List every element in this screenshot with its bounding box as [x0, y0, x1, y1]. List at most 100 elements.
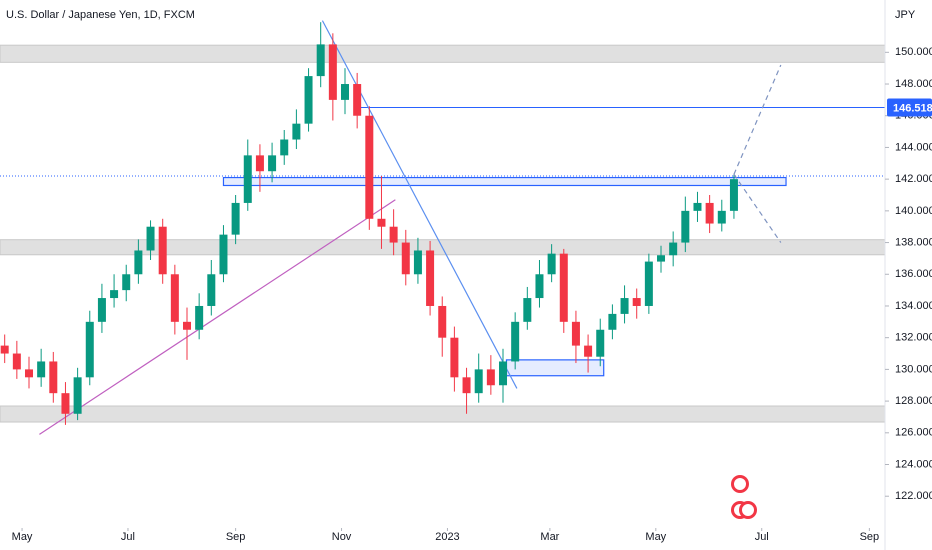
candle-body: [535, 274, 544, 299]
range-box: [505, 359, 605, 377]
projection: [733, 174, 782, 243]
candle-body: [729, 179, 738, 211]
candle-body: [462, 377, 471, 394]
y-tick-label: 128.000: [895, 395, 932, 407]
candle-body: [486, 369, 495, 386]
support-zone: [0, 405, 886, 423]
plot-area: [0, 20, 886, 435]
y-tick-label: 134.000: [895, 300, 932, 312]
candle-body: [328, 44, 337, 100]
candle-body: [110, 290, 119, 299]
candle-body: [401, 242, 410, 275]
candle-body: [304, 76, 313, 124]
event-icon: [742, 504, 754, 516]
candle-body: [255, 155, 264, 172]
candle-body: [511, 321, 520, 362]
candle-body: [426, 250, 435, 306]
candle-body: [559, 253, 568, 322]
candle-body: [243, 155, 252, 203]
candle-body: [353, 84, 362, 116]
candle-body: [365, 115, 374, 219]
candle-body: [681, 210, 690, 243]
x-tick-label: Sep: [226, 531, 246, 543]
candle-body: [97, 298, 106, 322]
y-tick-label: 122.000: [895, 490, 932, 502]
candle-body: [61, 393, 70, 414]
candle-body: [0, 345, 9, 354]
candle-body: [12, 353, 21, 370]
y-tick-label: 138.000: [895, 236, 932, 248]
candle-body: [134, 250, 143, 275]
candle-body: [632, 298, 641, 306]
x-tick-label: Nov: [332, 531, 352, 543]
y-tick-label: 150.000: [895, 46, 932, 58]
candle-body: [717, 210, 726, 224]
candle-body: [438, 305, 447, 338]
candle-body: [474, 369, 483, 394]
candle-body: [37, 361, 46, 378]
price-tag: [887, 98, 932, 117]
candle-body: [644, 261, 653, 306]
candle-body: [608, 313, 617, 330]
candle-body: [657, 255, 666, 262]
y-tick-label: 126.000: [895, 427, 932, 439]
candle-body: [85, 321, 94, 378]
y-tick-label: 132.000: [895, 332, 932, 344]
candle-body: [122, 274, 131, 291]
y-tick-label: 140.000: [895, 205, 932, 217]
candle-body: [571, 321, 580, 346]
candle-body: [280, 139, 289, 156]
candle-body: [219, 234, 228, 275]
y-axis-label: JPY: [895, 9, 916, 21]
x-tick-label: May: [12, 531, 33, 543]
range-box: [222, 176, 787, 187]
y-tick-label: 130.000: [895, 363, 932, 375]
x-tick-label: Mar: [540, 531, 559, 543]
price-tag-label: 146.518: [893, 102, 932, 114]
candle-body: [292, 123, 301, 140]
candle-body: [705, 202, 714, 224]
candle-body: [413, 250, 422, 275]
candle-body: [547, 253, 556, 275]
trend-line: [321, 20, 518, 389]
x-tick-label: 2023: [435, 531, 459, 543]
candle-body: [146, 226, 155, 251]
support-zone: [0, 44, 886, 63]
candle-body: [499, 361, 508, 386]
y-tick-label: 142.000: [895, 173, 932, 185]
candle-body: [183, 321, 192, 330]
candle-body: [377, 218, 386, 227]
candle-body: [24, 369, 33, 378]
candle-body: [49, 361, 58, 394]
candle-body: [195, 305, 204, 330]
y-tick-label: 144.000: [895, 141, 932, 153]
event-icon: [734, 478, 746, 490]
candle-body: [693, 202, 702, 211]
candle-body: [231, 202, 240, 235]
candle-body: [268, 155, 277, 172]
candle-body: [73, 377, 82, 414]
candle-body: [316, 44, 325, 77]
candle-body: [170, 274, 179, 322]
chart-title: U.S. Dollar / Japanese Yen, 1D, FXCM: [6, 9, 195, 21]
candle-body: [207, 274, 216, 306]
candle-body: [389, 226, 398, 243]
x-tick-label: Sep: [860, 531, 880, 543]
candle-body: [450, 337, 459, 378]
candle-body: [620, 298, 629, 314]
candle-body: [584, 345, 593, 357]
y-tick-label: 124.000: [895, 458, 932, 470]
candle-body: [596, 329, 605, 357]
x-tick-label: May: [645, 531, 666, 543]
event-icons: [731, 475, 757, 519]
y-tick-label: 136.000: [895, 268, 932, 280]
x-tick-label: Jul: [121, 531, 135, 543]
x-tick-label: Jul: [755, 531, 769, 543]
candle-body: [341, 84, 350, 100]
trend-line: [39, 199, 396, 435]
candle-body: [158, 226, 167, 275]
y-tick-label: 148.000: [895, 78, 932, 90]
candle-body: [669, 242, 678, 256]
